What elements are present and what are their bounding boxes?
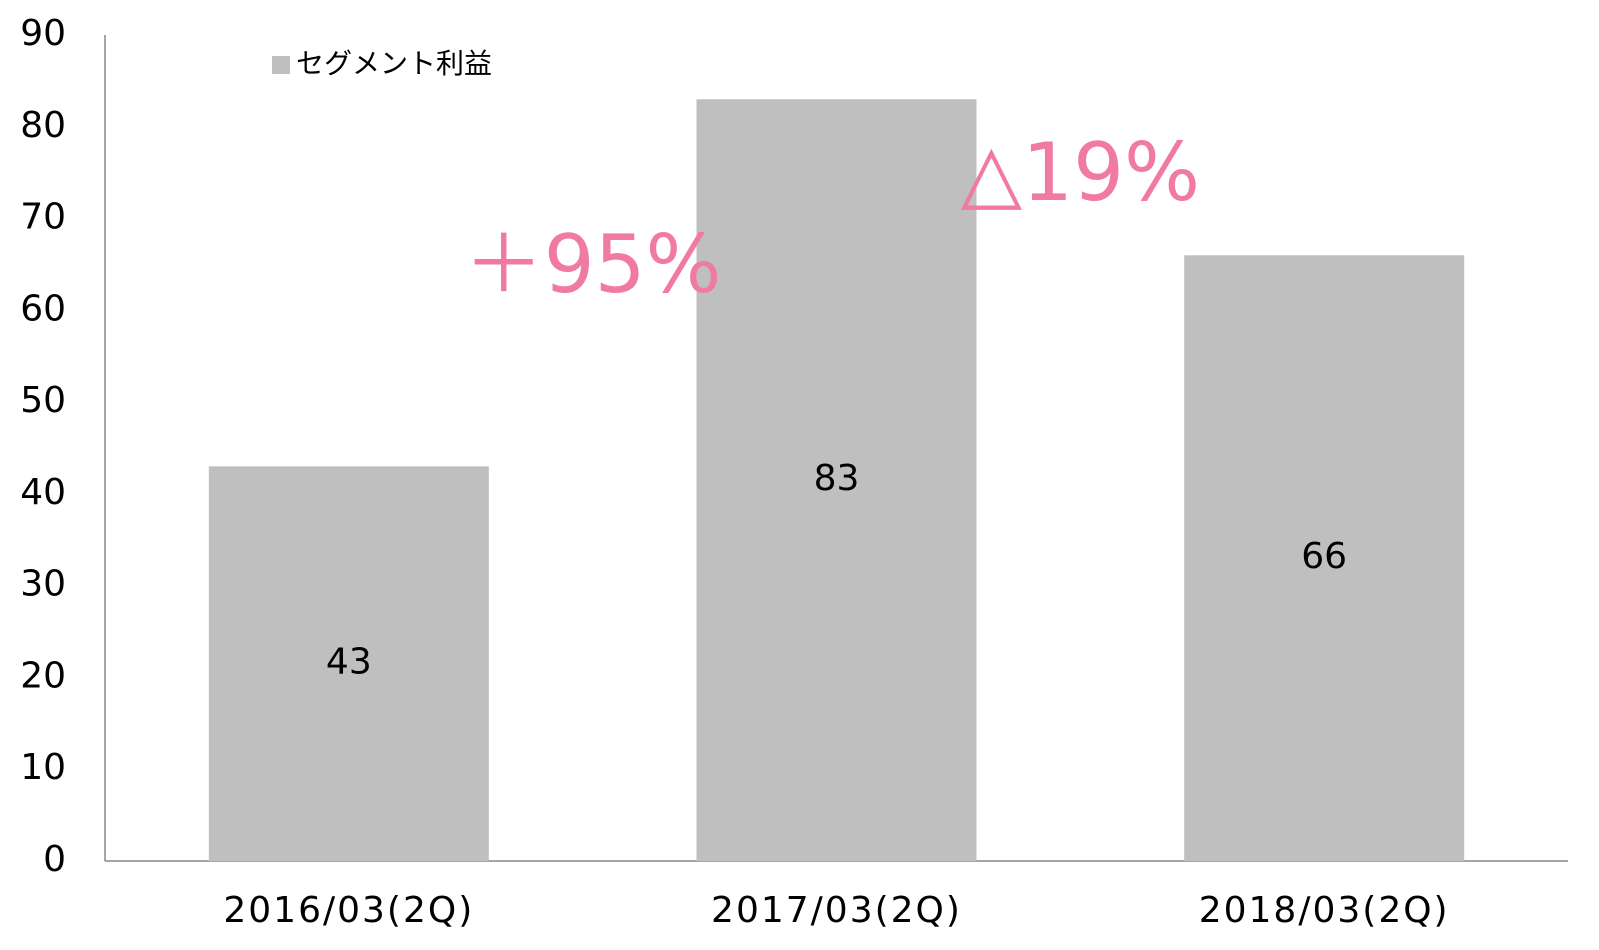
y-tick-label: 50 (20, 380, 66, 421)
x-tick-label: 2017/03(2Q) (711, 890, 962, 931)
y-tick-label: 10 (20, 747, 66, 788)
x-tick-label: 2018/03(2Q) (1199, 890, 1450, 931)
y-tick-label: 0 (43, 839, 66, 880)
bar (696, 99, 977, 861)
y-tick-label: 20 (20, 655, 66, 696)
y-tick-label: 40 (20, 472, 66, 513)
annotation: △19% (961, 126, 1200, 219)
x-tick-label: 2016/03(2Q) (223, 890, 474, 931)
data-label: 83 (814, 458, 860, 499)
legend-swatch (272, 56, 290, 74)
data-label: 66 (1301, 536, 1347, 577)
data-label: 43 (326, 642, 372, 683)
y-tick-label: 70 (20, 197, 66, 238)
y-tick-label: 90 (20, 13, 66, 54)
annotation: ＋95% (464, 218, 722, 311)
y-tick-label: 80 (20, 105, 66, 146)
y-tick-label: 60 (20, 288, 66, 329)
bar (1184, 255, 1465, 861)
y-tick-label: 30 (20, 564, 66, 605)
legend-label: セグメント利益 (296, 47, 492, 80)
bar (208, 466, 489, 861)
